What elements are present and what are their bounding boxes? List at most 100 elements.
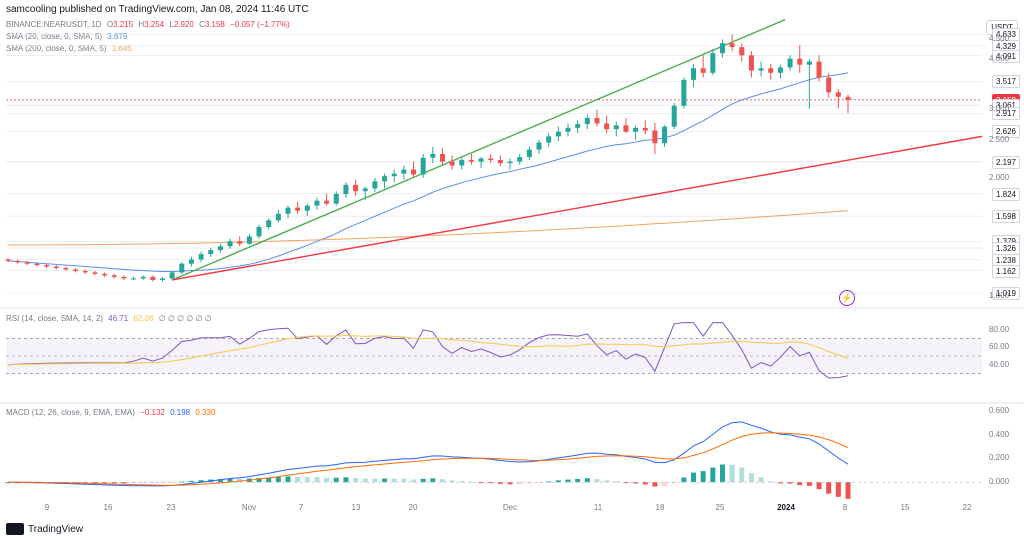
candle-body	[333, 193, 339, 204]
sma200-line	[8, 210, 849, 246]
high-value: 3.254	[144, 20, 165, 29]
bolt-icon[interactable]: ⚡	[839, 290, 855, 306]
macd-histogram-bar	[517, 482, 523, 485]
candle-body	[565, 127, 571, 132]
candle-body	[478, 158, 484, 162]
candle-body	[227, 241, 233, 247]
candle-body	[662, 126, 668, 144]
candle-body	[237, 241, 243, 244]
macd-histogram-bar	[304, 476, 310, 483]
candle-body	[266, 220, 272, 227]
macd-histogram-bar	[140, 482, 146, 484]
candle-body	[758, 68, 764, 71]
macd-hist-value: −0.132	[140, 408, 165, 417]
candle-body	[681, 79, 687, 106]
macd-line	[7, 421, 849, 487]
macd-histogram-bar	[594, 478, 600, 483]
macd-histogram-bar	[82, 482, 88, 484]
price-tag: 4.091	[991, 49, 1020, 63]
candle-body	[15, 260, 21, 263]
macd-histogram-bar	[797, 482, 803, 486]
candle-body	[411, 169, 417, 175]
time-axis-label: 25	[715, 503, 725, 512]
macd-histogram-bar	[439, 479, 445, 483]
rsi-legend: RSI (14, close, SMA, 14, 2) 46.71 62.06 …	[6, 314, 212, 323]
candle-body	[275, 213, 281, 221]
macd-histogram-bar	[671, 482, 677, 484]
macd-histogram-bar	[266, 477, 272, 483]
candle-body	[92, 272, 98, 274]
candle-body	[777, 67, 783, 73]
candle-body	[633, 127, 639, 132]
macd-histogram-bar	[691, 472, 697, 483]
candle-body	[304, 205, 310, 211]
time-axis-label: 15	[900, 503, 910, 512]
low-value: 2.920	[173, 20, 194, 29]
candle-body	[24, 262, 30, 264]
price-tag: 1.824	[991, 187, 1020, 201]
candle-body	[507, 161, 513, 164]
candle-body	[642, 127, 648, 131]
macd-signal-value: 0.330	[195, 408, 216, 417]
candle-body	[555, 131, 561, 137]
candle-body	[102, 273, 108, 276]
price-tag: 2.626	[991, 125, 1020, 139]
footer-brand: TradingView	[6, 523, 83, 535]
macd-histogram-bar	[555, 480, 561, 483]
candle-body	[63, 267, 69, 270]
candle-body	[131, 278, 137, 280]
macd-histogram-bar	[362, 478, 368, 483]
candle-body	[536, 142, 542, 150]
candle-body	[835, 92, 841, 97]
rsi-line	[7, 322, 849, 379]
macd-histogram-bar	[169, 482, 175, 484]
sma200-value: 1.645	[111, 44, 132, 53]
candle-body	[353, 184, 359, 192]
candle-body	[584, 117, 590, 125]
macd-histogram-bar	[411, 479, 417, 483]
rsi-ma-line	[7, 334, 849, 366]
macd-histogram-bar	[633, 482, 639, 484]
macd-axis-tick: 0.600	[989, 405, 1010, 415]
candle-body	[401, 169, 407, 174]
candle-body	[179, 263, 185, 273]
macd-histogram-bar	[613, 481, 619, 483]
time-axis-label: Nov	[241, 503, 257, 512]
candle-body	[700, 68, 706, 73]
candle-body	[604, 123, 610, 130]
macd-histogram-bar	[719, 464, 725, 483]
macd-histogram-bar	[111, 482, 117, 484]
sma20-line	[7, 72, 849, 272]
price-tag: 2.917	[991, 107, 1020, 121]
candle-body	[748, 55, 754, 71]
macd-histogram-bar	[459, 481, 465, 483]
macd-histogram-bar	[92, 482, 98, 484]
price-axis-tick: 4.000	[989, 54, 1010, 64]
macd-histogram-bar	[217, 479, 223, 483]
time-axis-label: 13	[351, 503, 361, 512]
candle-body	[53, 266, 59, 268]
macd-histogram-bar	[748, 473, 754, 483]
time-axis-label: 16	[103, 503, 113, 512]
candle-body	[314, 200, 320, 206]
macd-value: 0.198	[170, 408, 191, 417]
macd-histogram-bar	[526, 482, 532, 484]
candle-body	[140, 276, 146, 279]
rsi-axis-tick: 60.00	[989, 342, 1010, 352]
time-axis-label: 2024	[777, 503, 795, 512]
macd-axis-tick: 0.400	[989, 429, 1010, 439]
candle-body	[111, 275, 117, 277]
macd-histogram-bar	[102, 482, 108, 484]
price-axis-tick: 1.000	[989, 291, 1010, 301]
candle-body	[198, 254, 204, 260]
macd-histogram-bar	[739, 467, 745, 483]
macd-histogram-bar	[188, 480, 194, 483]
macd-histogram-bar	[681, 477, 687, 483]
time-axis-label: 8	[842, 503, 848, 512]
macd-histogram-bar	[584, 478, 590, 483]
macd-histogram-bar	[507, 482, 513, 485]
macd-histogram-bar	[468, 481, 474, 483]
macd-histogram-bar	[430, 478, 436, 483]
macd-histogram-bar	[806, 482, 812, 486]
